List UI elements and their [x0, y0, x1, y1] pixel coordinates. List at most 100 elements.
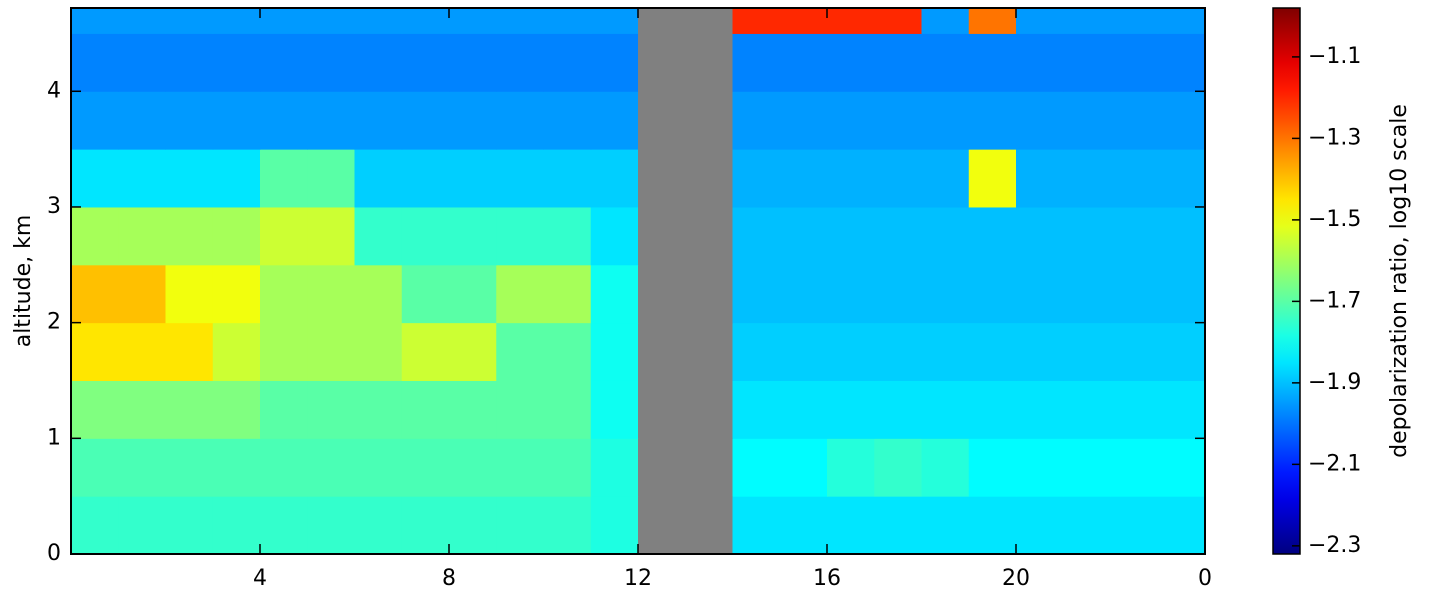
heatmap-cell [827, 496, 875, 555]
heatmap-cell [968, 8, 1017, 34]
heatmap-cell [779, 91, 828, 150]
heatmap-cell [71, 206, 119, 266]
heatmap-cell [779, 380, 828, 439]
colorbar-tick-label: −1.7 [1308, 288, 1361, 313]
heatmap-cell [1157, 322, 1206, 381]
heatmap-cell [685, 496, 733, 555]
heatmap-cell [921, 496, 970, 555]
heatmap-cell [496, 206, 544, 266]
heatmap-cell [496, 33, 544, 92]
y-tick-label: 3 [47, 194, 61, 219]
heatmap-cell [685, 91, 733, 150]
heatmap-cell [638, 380, 686, 439]
heatmap-cell [496, 380, 544, 439]
heatmap-cell [779, 264, 828, 324]
heatmap-cell [543, 380, 592, 439]
y-tick-label: 1 [47, 425, 61, 450]
heatmap-cell [401, 496, 450, 555]
heatmap-cell [260, 264, 308, 324]
heatmap-cell [118, 496, 166, 555]
heatmap-cell [165, 496, 214, 555]
heatmap-cell [165, 91, 214, 150]
y-tick-label: 4 [47, 78, 61, 103]
heatmap-cell [449, 8, 497, 34]
heatmap-cell [260, 149, 308, 208]
colorbar [1272, 7, 1301, 555]
heatmap-cell [401, 8, 450, 34]
heatmap-cell [354, 8, 403, 34]
heatmap-cell [71, 380, 119, 439]
heatmap-cell [354, 322, 403, 381]
colorbar-tick-label: −2.1 [1308, 451, 1361, 476]
heatmap-cell [921, 149, 970, 208]
heatmap-cell [1063, 496, 1111, 555]
heatmap-cell [1063, 206, 1111, 266]
heatmap-cell [401, 322, 450, 381]
heatmap-cell [260, 8, 308, 34]
heatmap-cell [685, 438, 733, 497]
heatmap-cell [921, 33, 970, 92]
heatmap-cell [732, 33, 781, 92]
heatmap-cell [968, 33, 1017, 92]
heatmap-cell [1157, 33, 1206, 92]
heatmap-cell [874, 496, 922, 555]
heatmap-cell [1110, 380, 1159, 439]
heatmap-cell [590, 380, 639, 439]
heatmap-cell [354, 438, 403, 497]
heatmap-cell [165, 149, 214, 208]
colorbar-tick-label: −1.3 [1308, 125, 1361, 150]
heatmap-cell [968, 438, 1017, 497]
heatmap-cell [1016, 8, 1064, 34]
heatmap-cell [874, 91, 922, 150]
heatmap-cell [1110, 496, 1159, 555]
heatmap-cell [921, 8, 970, 34]
heatmap-cell [1110, 8, 1159, 34]
heatmap-cell [921, 206, 970, 266]
heatmap-cell [732, 149, 781, 208]
heatmap-cell [779, 438, 828, 497]
heatmap-cell [543, 322, 592, 381]
heatmap-cell [401, 380, 450, 439]
heatmap-cell [543, 496, 592, 555]
heatmap-cell [827, 322, 875, 381]
colorbar-tick-label: −2.3 [1308, 533, 1361, 558]
heatmap-cell [638, 206, 686, 266]
heatmap-cell [732, 438, 781, 497]
heatmap-cell [496, 438, 544, 497]
heatmap-cell [1157, 380, 1206, 439]
heatmap-cell [307, 33, 355, 92]
heatmap-cell [401, 264, 450, 324]
heatmap-cell [354, 496, 403, 555]
heatmap-cell [71, 91, 119, 150]
heatmap-cell [1157, 149, 1206, 208]
heatmap-cell [71, 264, 119, 324]
heatmap-cell [590, 8, 639, 34]
heatmap-cell [543, 91, 592, 150]
heatmap-cell [260, 438, 308, 497]
heatmap-cell [968, 380, 1017, 439]
heatmap-cell [496, 322, 544, 381]
heatmap-cell [260, 496, 308, 555]
heatmap-cell [71, 33, 119, 92]
heatmap-cell [1157, 8, 1206, 34]
heatmap-cell [1157, 91, 1206, 150]
heatmap-cell [543, 206, 592, 266]
heatmap-cell [1016, 149, 1064, 208]
heatmap-cell [732, 91, 781, 150]
heatmap-cell [307, 438, 355, 497]
heatmap-cell [1110, 264, 1159, 324]
heatmap-cell [165, 322, 214, 381]
heatmap-cell [1063, 380, 1111, 439]
heatmap-cell [165, 380, 214, 439]
heatmap-cell [732, 8, 781, 34]
heatmap-cell [307, 149, 355, 208]
heatmap-cell [874, 438, 922, 497]
heatmap-cell [165, 438, 214, 497]
heatmap-cell [779, 206, 828, 266]
heatmap-cell [71, 8, 119, 34]
heatmap-cell [732, 264, 781, 324]
heatmap-cell [307, 322, 355, 381]
heatmap-cell [401, 149, 450, 208]
y-tick-label: 2 [47, 310, 61, 335]
